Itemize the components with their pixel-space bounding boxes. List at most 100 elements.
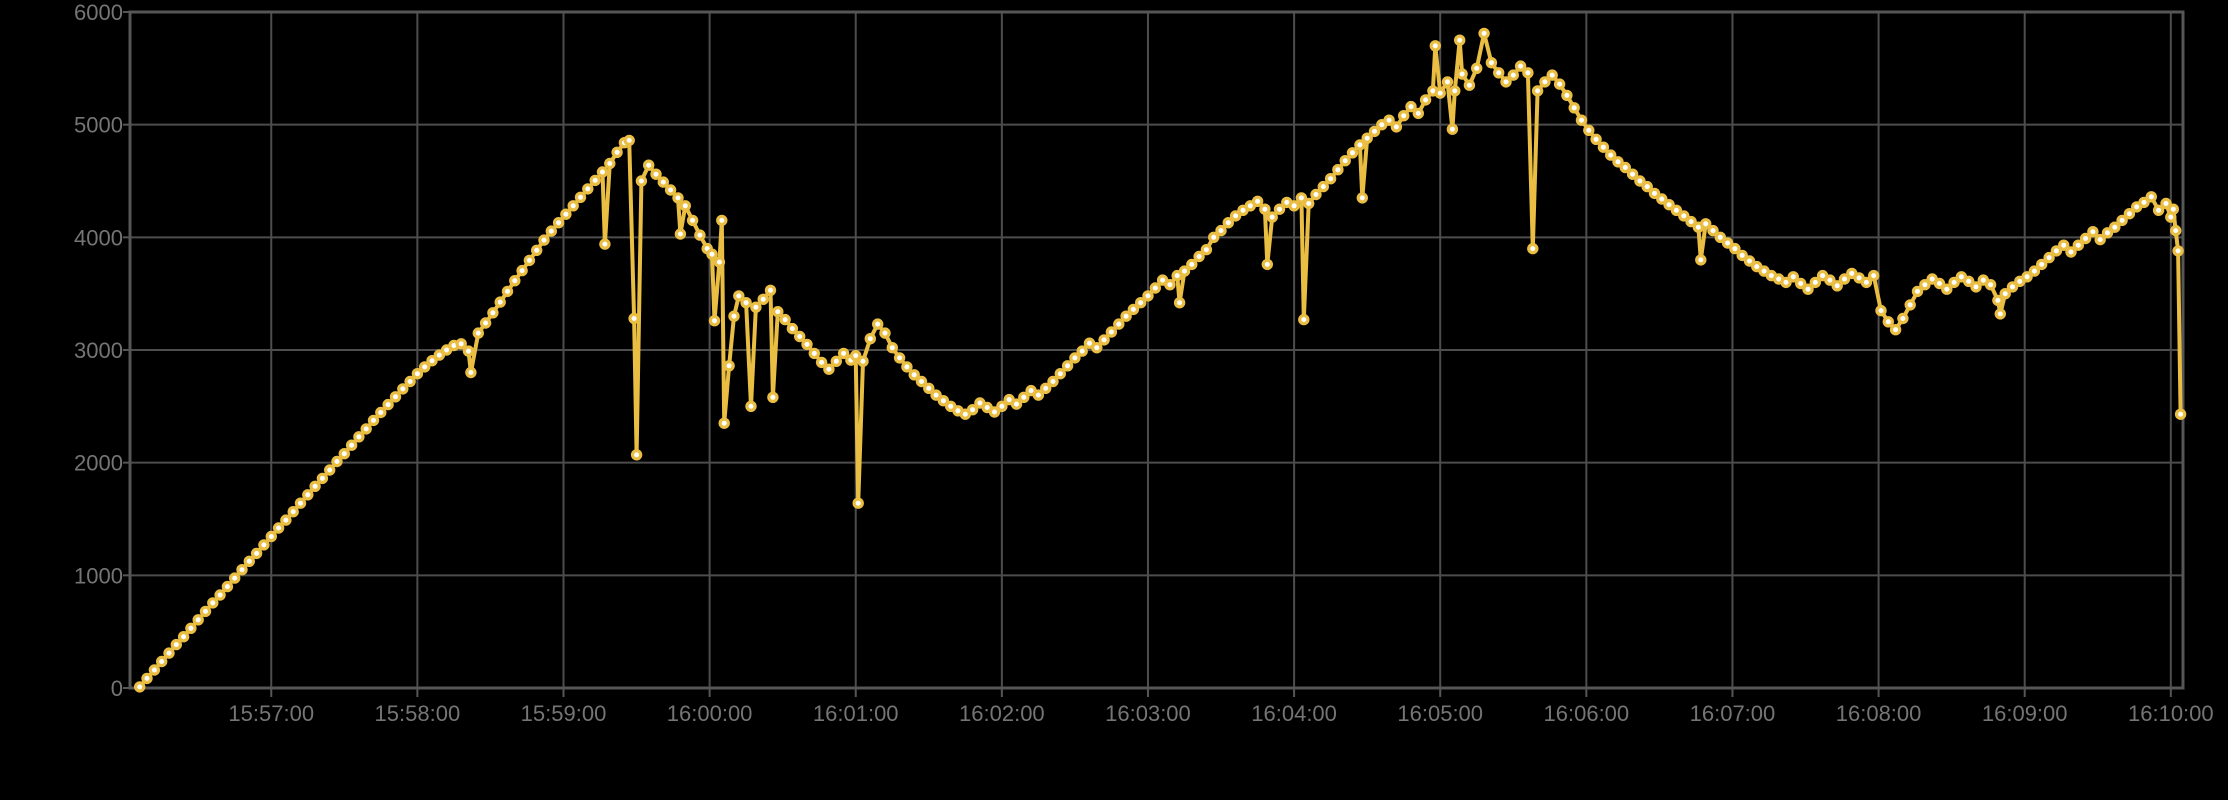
- data-point: [1714, 231, 1727, 243]
- data-point: [1500, 76, 1512, 88]
- data-point: [1626, 168, 1639, 180]
- data-point: [302, 489, 314, 501]
- data-point: [265, 530, 277, 543]
- data-point: [786, 322, 799, 335]
- x-tick-label: 16:02:00: [959, 701, 1045, 726]
- data-point: [1324, 172, 1337, 185]
- data-point: [1485, 57, 1498, 69]
- data-point: [694, 229, 706, 241]
- data-point: [716, 214, 728, 227]
- data-point: [2145, 191, 2157, 203]
- data-point: [850, 349, 862, 362]
- data-point: [988, 406, 1001, 418]
- data-point: [611, 146, 623, 158]
- data-point: [1164, 279, 1176, 291]
- data-point: [360, 423, 372, 435]
- data-point: [643, 159, 655, 171]
- data-point: [1032, 389, 1045, 401]
- data-point: [1970, 281, 1982, 293]
- y-tick-label: 1000: [74, 563, 123, 588]
- data-point: [864, 333, 877, 345]
- data-point: [2138, 196, 2150, 209]
- data-point: [872, 318, 884, 330]
- data-point: [1446, 123, 1459, 135]
- data-point: [908, 369, 920, 381]
- data-point: [630, 449, 643, 461]
- data-point: [250, 547, 263, 560]
- data-point: [1266, 211, 1278, 223]
- data-point: [1251, 195, 1264, 207]
- data-point: [1453, 34, 1466, 46]
- data-point: [155, 655, 168, 668]
- data-point: [1787, 271, 1800, 283]
- data-point: [1298, 313, 1310, 326]
- data-point: [567, 200, 579, 212]
- x-tick-label: 16:08:00: [1836, 701, 1922, 726]
- data-point: [1824, 274, 1836, 286]
- data-point: [236, 564, 248, 576]
- data-point: [2172, 245, 2184, 257]
- x-tick-label: 15:59:00: [521, 701, 607, 726]
- data-point: [1604, 149, 1617, 161]
- data-point: [708, 315, 721, 327]
- data-point: [672, 192, 684, 204]
- data-point: [1736, 249, 1748, 262]
- y-tick-label: 2000: [74, 451, 123, 476]
- data-point: [207, 597, 219, 609]
- data-point: [589, 174, 601, 187]
- data-point: [185, 622, 197, 635]
- data-point: [2116, 214, 2128, 227]
- data-point: [1173, 297, 1186, 309]
- series-points: [133, 27, 2187, 693]
- data-point: [1441, 76, 1454, 88]
- data-point: [2072, 239, 2084, 251]
- data-point: [287, 506, 299, 518]
- data-point: [1514, 60, 1527, 72]
- data-point: [163, 647, 175, 659]
- data-point: [893, 352, 906, 364]
- data-point: [650, 168, 662, 180]
- data-point: [1553, 78, 1566, 90]
- data-point: [1919, 279, 1931, 291]
- data-point: [1648, 187, 1661, 200]
- data-point: [723, 360, 735, 372]
- data-point: [1889, 324, 1902, 336]
- data-point: [718, 417, 730, 429]
- x-tick-label: 16:10:00: [2128, 701, 2214, 726]
- x-tick-label: 16:03:00: [1105, 701, 1191, 726]
- data-point: [1142, 290, 1154, 302]
- data-point: [679, 200, 692, 212]
- data-point: [1568, 102, 1580, 114]
- data-point: [141, 672, 153, 685]
- data-point: [830, 355, 843, 367]
- data-point: [1699, 218, 1712, 230]
- data-point: [316, 472, 329, 485]
- data-point: [1729, 242, 1741, 255]
- x-tick-label: 16:01:00: [813, 701, 899, 726]
- data-point: [192, 614, 204, 626]
- y-tick-label: 3000: [74, 338, 123, 363]
- data-point: [1531, 85, 1544, 97]
- data-point: [1010, 398, 1023, 410]
- data-point: [375, 406, 387, 419]
- data-point: [1463, 79, 1476, 91]
- data-point: [750, 301, 762, 313]
- data-point: [815, 356, 828, 369]
- data-point: [674, 228, 687, 240]
- data-point: [1656, 193, 1668, 205]
- data-point: [1522, 67, 1534, 79]
- data-point: [221, 580, 234, 593]
- data-point: [389, 391, 402, 403]
- data-point: [1346, 147, 1359, 159]
- data-point: [937, 395, 950, 407]
- data-point: [2050, 245, 2063, 257]
- data-point: [1780, 276, 1792, 289]
- data-point: [1405, 100, 1417, 113]
- data-point: [353, 431, 365, 443]
- data-point: [966, 404, 979, 416]
- data-point: [1222, 216, 1235, 229]
- data-point: [686, 214, 699, 227]
- data-point: [574, 191, 587, 203]
- data-point: [1802, 283, 1814, 295]
